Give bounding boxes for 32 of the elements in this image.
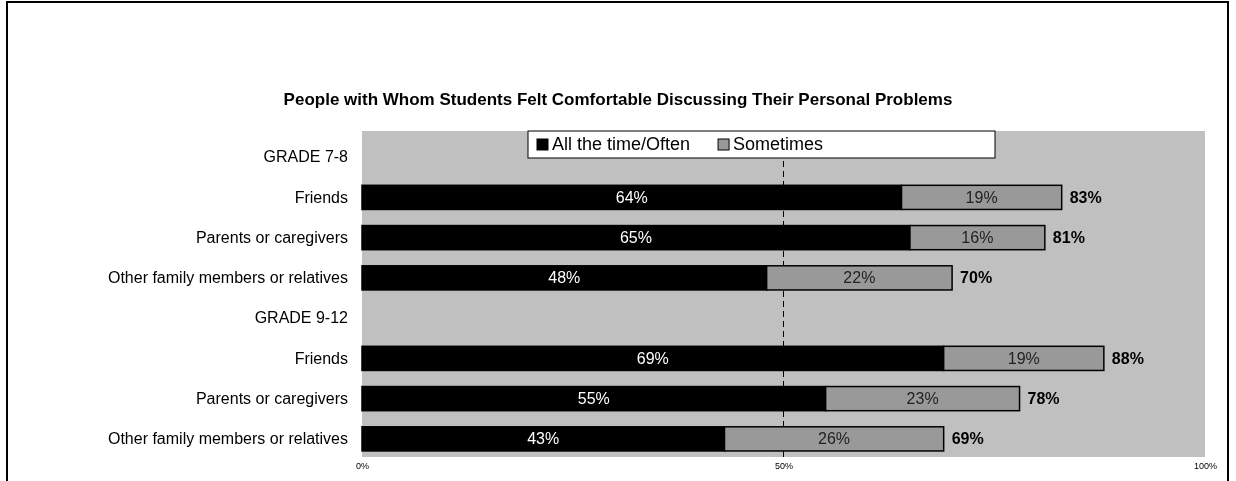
data-label: 22% [843,269,876,287]
total-label: 70% [960,269,993,287]
y-tick-label: Friends [294,188,348,206]
legend-label: Sometimes [733,134,824,154]
data-label: 55% [577,390,610,408]
y-tick-label: Other family members or relatives [107,268,348,286]
data-label: 48% [548,269,581,287]
data-label: 19% [1007,349,1040,367]
y-tick-label: Parents or caregivers [195,228,348,246]
x-tick-label: 100% [1193,461,1218,472]
data-label: 64% [615,188,648,206]
total-label: 78% [1027,390,1060,408]
total-label: 88% [1111,349,1144,367]
y-tick-label: Friends [294,349,348,367]
total-label: 81% [1052,229,1085,247]
data-label: 69% [636,349,669,367]
data-label: 16% [961,229,994,247]
total-label: 83% [1069,188,1102,206]
y-tick-label: Other family members or relatives [107,429,348,447]
data-label: 19% [965,188,998,206]
chart-title: People with Whom Students Felt Comfortable Discussing Their Personal Problems [283,90,953,109]
data-label: 26% [818,430,851,448]
total-label: 69% [951,430,984,448]
x-tick-label: 50% [774,461,794,472]
y-tick-label: GRADE 7-8 [263,148,349,166]
y-tick-label: Parents or caregivers [195,389,348,407]
y-tick-label: GRADE 9-12 [254,309,349,327]
legend-label: All the time/Often [552,134,691,154]
data-label: 23% [906,390,939,408]
data-label: 65% [619,229,652,247]
data-label: 43% [527,430,560,448]
x-tick-label: 0% [355,461,370,472]
